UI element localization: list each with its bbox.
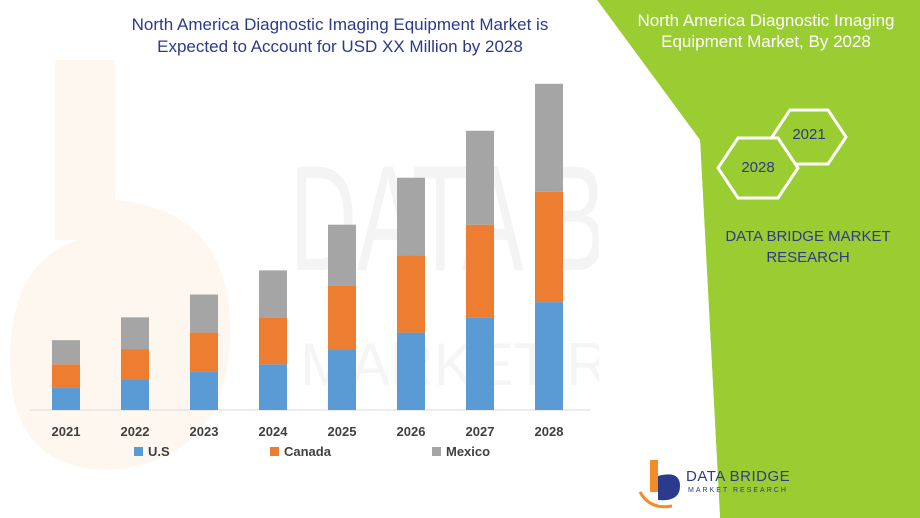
bar-canada-2023: [190, 332, 218, 372]
bar-us-2024: [259, 364, 287, 410]
legend-swatch: [134, 447, 143, 456]
bar-us-2022: [121, 379, 149, 410]
hex-label-2021: 2021: [792, 126, 826, 143]
x-tick-label-2021: 2021: [52, 424, 81, 439]
bar-mexico-2028: [535, 83, 563, 192]
right-title-line1: North America Diagnostic Imaging: [637, 11, 895, 30]
brand-line1: DATA BRIDGE MARKET: [725, 228, 891, 245]
bar-canada-2026: [397, 255, 425, 333]
chart-title: North America Diagnostic Imaging Equipme…: [60, 14, 620, 58]
x-tick-label-2023: 2023: [190, 424, 219, 439]
x-tick-label-2028: 2028: [535, 424, 564, 439]
logo-text-main: DATA BRIDGE: [686, 468, 791, 485]
bar-mexico-2022: [121, 317, 149, 350]
x-tick-label-2024: 2024: [259, 424, 289, 439]
legend-swatch: [270, 447, 279, 456]
legend-item-mexico: Mexico: [432, 444, 490, 459]
bar-us-2027: [466, 317, 494, 410]
x-tick-label-2026: 2026: [397, 424, 426, 439]
bar-canada-2028: [535, 191, 563, 303]
x-tick-label-2027: 2027: [466, 424, 495, 439]
bar-canada-2022: [121, 349, 149, 380]
chart-legend: U.S Canada Mexico: [0, 444, 600, 460]
bar-canada-2021: [52, 364, 80, 388]
legend-label: Mexico: [446, 444, 491, 459]
bar-mexico-2021: [52, 340, 80, 365]
bar-us-2028: [535, 302, 563, 410]
bar-us-2023: [190, 371, 218, 410]
chart-title-line2: Expected to Account for USD XX Million b…: [157, 37, 523, 56]
white-diagonal: [597, 0, 720, 518]
data-bridge-logo-icon: [638, 460, 680, 509]
x-tick-label-2025: 2025: [328, 424, 357, 439]
logo-text-sub: MARKET RESEARCH: [688, 487, 788, 494]
legend-swatch: [432, 447, 441, 456]
bar-canada-2025: [328, 285, 356, 350]
bar-mexico-2023: [190, 294, 218, 333]
bar-canada-2024: [259, 317, 287, 365]
x-tick-label-2022: 2022: [121, 424, 150, 439]
bar-mexico-2026: [397, 177, 425, 256]
hex-label-2028: 2028: [741, 159, 775, 176]
brand-line2: RESEARCH: [766, 249, 850, 266]
bar-canada-2027: [466, 224, 494, 318]
bar-us-2026: [397, 332, 425, 410]
bar-us-2025: [328, 349, 356, 410]
legend-item-us: U.S: [134, 444, 170, 459]
legend-label: Canada: [284, 444, 331, 459]
bar-mexico-2024: [259, 270, 287, 318]
hexagon-2028-icon: [716, 136, 800, 200]
legend-label: U.S: [148, 444, 170, 459]
legend-item-canada: Canada: [270, 444, 331, 459]
bar-mexico-2027: [466, 130, 494, 225]
bar-us-2021: [52, 387, 80, 410]
right-panel-title: North America Diagnostic Imaging Equipme…: [616, 10, 916, 52]
right-title-line2: Equipment Market, By 2028: [661, 32, 871, 51]
bar-mexico-2025: [328, 224, 356, 286]
brand-name: DATA BRIDGE MARKET RESEARCH: [690, 226, 920, 268]
chart-title-line1: North America Diagnostic Imaging Equipme…: [131, 15, 549, 34]
stacked-bar-chart: 2021 2022 2023 2024 2025 2026 2027 2028: [30, 83, 590, 439]
